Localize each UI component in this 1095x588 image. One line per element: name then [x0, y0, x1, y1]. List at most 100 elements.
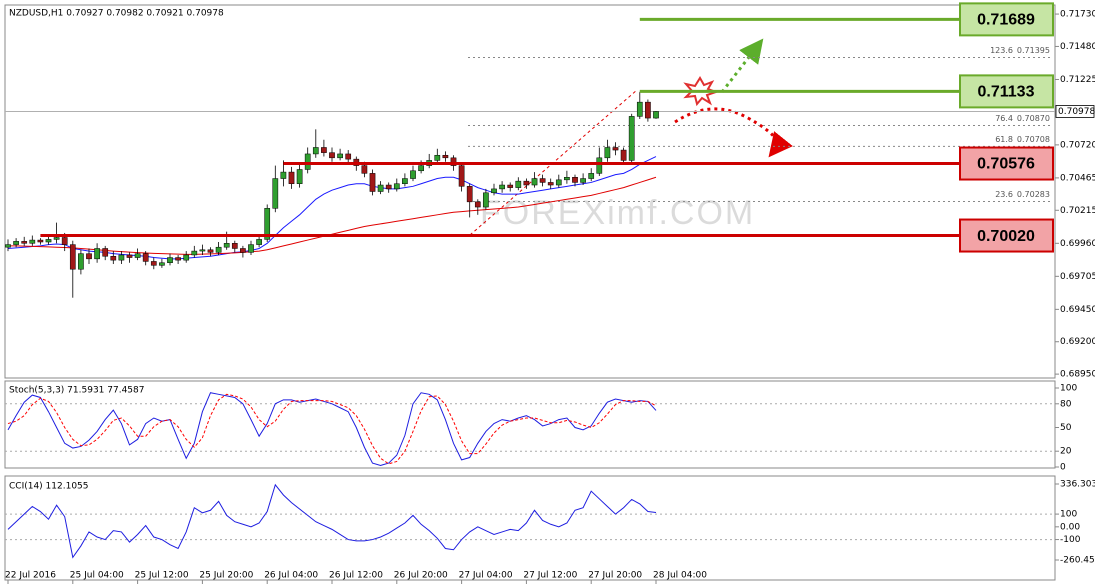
candle-body: [588, 173, 595, 179]
candle-body: [304, 153, 311, 170]
candle-body: [94, 248, 100, 260]
x-tick-label: 25 Jul 20:00: [199, 571, 253, 581]
fib-name: 61.8: [995, 135, 1013, 144]
candle-body: [628, 116, 635, 161]
candle-body: [61, 237, 68, 245]
candle-body: [531, 178, 538, 186]
candle-body: [240, 248, 246, 253]
candle-body: [539, 178, 546, 183]
candle-body: [37, 239, 44, 243]
x-tick-label: 27 Jul 20:00: [588, 571, 642, 581]
x-tick-label: 26 Jul 04:00: [264, 571, 318, 581]
candle-body: [507, 184, 514, 188]
candle-body: [393, 183, 400, 190]
level-box: [959, 2, 1054, 37]
y-tick-label: 0.00: [1060, 522, 1080, 532]
candle-body: [410, 170, 416, 179]
candle-body: [215, 246, 222, 253]
down-arrow: [674, 107, 793, 158]
candle-body: [53, 237, 60, 240]
candle-body: [167, 257, 173, 263]
candle-body: [102, 248, 109, 257]
y-tick-label: 0.68950: [1060, 370, 1095, 380]
candle-body: [321, 147, 327, 153]
fib-value: 0.70870: [1017, 114, 1050, 123]
fib-name: 23.6: [995, 190, 1013, 199]
candle-body: [402, 178, 408, 184]
y-tick-label: -100: [1060, 535, 1081, 545]
indicator-line: [7, 483, 657, 559]
x-tick-label: 26 Jul 12:00: [329, 571, 383, 581]
candle-body: [645, 101, 651, 119]
candle-body: [45, 239, 52, 243]
y-tick-label: 0.69200: [1060, 337, 1095, 347]
x-tick-label: 26 Jul 20:00: [394, 571, 448, 581]
candle-body: [142, 253, 149, 262]
fib-name: 123.6: [990, 46, 1013, 55]
candle-body: [69, 244, 76, 270]
candle-body: [418, 165, 424, 172]
y-tick-label: 80: [1060, 399, 1072, 409]
level-label: 0.70020: [977, 228, 1035, 245]
candle-body: [231, 243, 238, 249]
panel-content: [5, 483, 1055, 559]
candle-body: [5, 244, 11, 248]
candle-body: [264, 208, 271, 240]
candle-body: [223, 243, 230, 248]
candle-body: [523, 180, 530, 186]
stoch-panel: [4, 380, 1056, 469]
candle-body: [604, 147, 611, 159]
y-tick-label: 0.71480: [1060, 42, 1095, 52]
candle-body: [191, 250, 198, 256]
candle-body: [280, 171, 287, 179]
fib-name: 76.4: [995, 114, 1013, 123]
candle-body: [110, 256, 117, 261]
y-tick-label: 0.70720: [1060, 140, 1095, 150]
y-tick-label: 336.303: [1060, 480, 1095, 490]
y-tick-label: 0.70215: [1060, 206, 1095, 216]
candle-body: [175, 257, 181, 261]
candle-body: [248, 244, 254, 253]
candle-body: [21, 241, 28, 244]
y-tick-label: 0.69960: [1060, 239, 1095, 249]
candle-body: [596, 157, 603, 174]
candle-body: [572, 177, 578, 183]
candle-body: [312, 147, 319, 155]
level-box: [959, 218, 1054, 253]
y-tick-label: 0.71730: [1060, 10, 1095, 20]
level-label: 0.71689: [977, 12, 1035, 29]
candle-body: [150, 261, 157, 266]
candle-body: [385, 184, 392, 190]
y-tick-label: 0: [1060, 463, 1066, 473]
candle-body: [499, 184, 505, 190]
x-tick-label: 25 Jul 12:00: [135, 571, 189, 581]
candle-body: [458, 165, 465, 187]
up-arrow: [720, 38, 764, 93]
candle-body: [13, 241, 19, 245]
candle-body: [515, 180, 522, 188]
candle-body: [207, 249, 214, 253]
x-tick-label: 25 Jul 04:00: [70, 571, 124, 581]
candle-body: [369, 173, 376, 192]
y-tick-label: 0.71225: [1060, 75, 1095, 85]
candle-body: [547, 182, 554, 186]
candle-body: [86, 253, 92, 260]
x-tick-label: 22 Jul 2016: [5, 571, 56, 581]
moving-average: [7, 156, 657, 260]
y-tick-label: 50: [1060, 423, 1072, 433]
candle-body: [345, 153, 352, 160]
candle-body: [450, 157, 457, 166]
fib-value: 0.70708: [1017, 135, 1050, 144]
candle-body: [199, 249, 206, 252]
candle-body: [337, 153, 343, 159]
level-label: 0.70576: [977, 156, 1035, 173]
candle-body: [580, 178, 586, 183]
candle-body: [29, 239, 36, 244]
candle-body: [183, 254, 190, 261]
level-label: 0.71133: [978, 84, 1035, 101]
candle-body: [159, 262, 165, 266]
y-tick-label: 100: [1060, 510, 1077, 520]
candle-body: [434, 154, 441, 161]
